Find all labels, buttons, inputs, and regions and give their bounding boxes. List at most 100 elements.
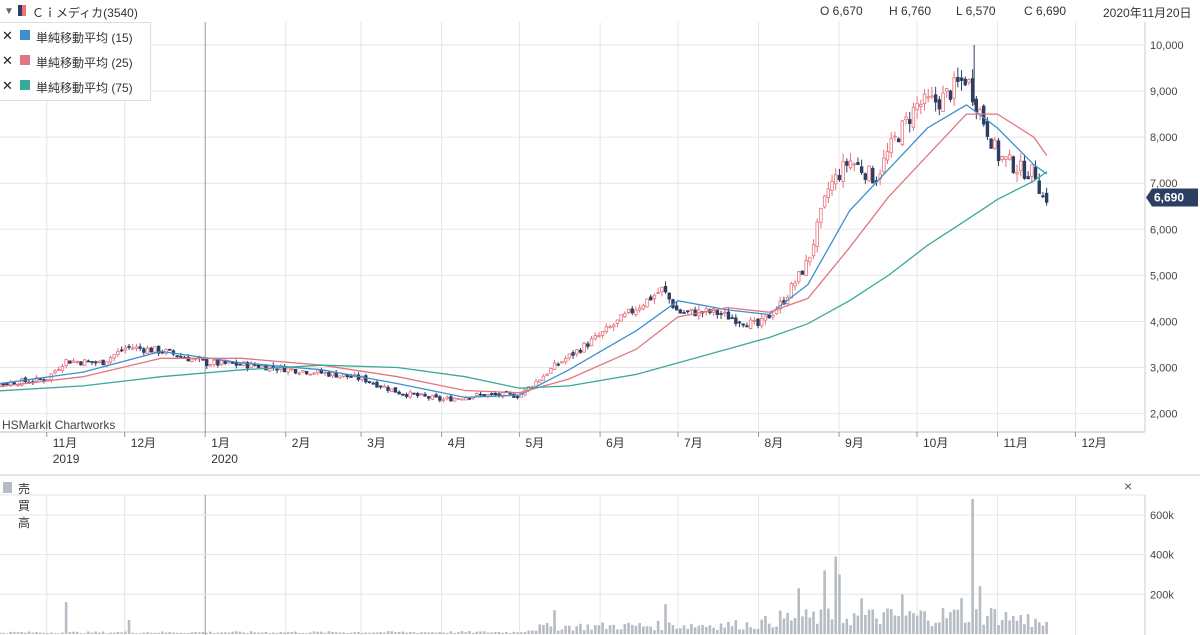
candle-body [896, 138, 901, 143]
candle-body [293, 368, 298, 374]
candle-body [175, 355, 179, 358]
ma-line-15 [0, 104, 1048, 399]
volume-bar [235, 631, 238, 634]
volume-bar [253, 632, 257, 634]
volume-bar [375, 632, 379, 634]
volume-bar [246, 632, 249, 634]
candle-body [908, 119, 912, 124]
candle-body [205, 359, 209, 366]
volume-bar [216, 632, 220, 634]
volume-bar [708, 625, 712, 634]
volume-bar [531, 630, 534, 634]
volume-bar [693, 627, 697, 634]
volume-bar [27, 631, 31, 634]
candle-body [138, 346, 142, 349]
volume-bar [338, 632, 342, 634]
candle-body [882, 157, 886, 173]
volume-bar [912, 613, 915, 634]
volume-bar [490, 632, 493, 634]
month-tick-label: 10月 [923, 436, 948, 450]
volume-bar [553, 610, 556, 634]
volume-bar [538, 624, 542, 634]
remove-sma25-close-icon[interactable]: ✕ [2, 53, 13, 68]
candle-body [541, 375, 546, 381]
candle-body [560, 361, 564, 364]
remove-sma15-close-icon[interactable]: ✕ [2, 28, 13, 43]
volume-bar [1004, 612, 1008, 634]
volume-bar [586, 624, 590, 634]
candle-body [360, 376, 364, 381]
candle-body [489, 393, 494, 395]
volume-bar [50, 632, 53, 634]
volume-bar [782, 618, 786, 634]
volume-bar [804, 609, 808, 634]
volume-bar [445, 632, 449, 634]
volume-bar [841, 622, 845, 634]
volume-bar [116, 632, 120, 634]
volume-bar [346, 632, 349, 634]
volume-close-icon[interactable]: × [1124, 478, 1133, 494]
candle-body [967, 79, 971, 83]
volume-bar [149, 632, 153, 634]
volume-bar [830, 619, 834, 634]
volume-bar [357, 632, 360, 634]
volume-bar [971, 498, 974, 634]
candle-body [367, 381, 372, 383]
volume-bar [671, 625, 675, 634]
volume-bar [31, 632, 35, 634]
volume-bar [305, 632, 308, 634]
volume-bar [427, 632, 431, 634]
volume-bar [597, 625, 601, 634]
candle-body [571, 352, 575, 356]
legend-label: 単純移動平均 (75) [36, 81, 133, 95]
candle-body [116, 350, 120, 356]
volume-bar [449, 631, 453, 634]
last-price-label: 6,690 [1154, 191, 1184, 205]
volume-bar [1008, 620, 1011, 634]
candle-body [427, 396, 431, 399]
volume-bar [875, 618, 878, 634]
candle-body [460, 398, 464, 401]
month-tick-label: 6月 [606, 436, 625, 450]
remove-sma75-close-icon[interactable]: ✕ [2, 78, 13, 93]
volume-bar [475, 631, 479, 634]
volume-bar [9, 631, 12, 634]
candle-body [597, 335, 601, 338]
candle-body [959, 77, 964, 81]
last-price-badge [1146, 188, 1198, 207]
volume-bar [420, 632, 423, 634]
volume-bar [649, 626, 653, 634]
watermark: HSMarkit Chartworks [2, 418, 116, 432]
volume-bar [209, 631, 212, 634]
volume-bar [408, 631, 412, 634]
volume-bar [975, 609, 978, 634]
volume-bar [608, 625, 612, 634]
candle-body [900, 120, 905, 145]
month-tick-label: 12月 [1081, 436, 1106, 450]
candle-body [649, 296, 653, 301]
candle-body [915, 102, 919, 111]
candle-body [723, 311, 727, 314]
symbol-name[interactable]: Ｃｉメディカ(3540) [32, 6, 138, 20]
candle-body [142, 348, 146, 353]
volume-bar [371, 632, 375, 634]
candle-body [245, 361, 250, 369]
candle-body [216, 359, 220, 366]
candle-body [615, 319, 620, 324]
volume-bar [5, 633, 9, 634]
candle-body [600, 331, 605, 336]
volume-bar [186, 633, 190, 634]
candle-body [945, 88, 949, 92]
volume-bar [534, 630, 538, 634]
volume-bar [179, 632, 183, 634]
volume-bar [416, 632, 419, 634]
candle-body [808, 256, 812, 263]
volume-bar [198, 632, 201, 634]
volume-bar [401, 631, 405, 634]
candle-body [71, 360, 76, 363]
volume-bar [423, 632, 427, 634]
open-value: O 6,670 [820, 4, 863, 18]
menu-chevron-down-icon[interactable]: ▼ [4, 6, 14, 17]
candle-body [438, 396, 442, 401]
candle-body [212, 359, 216, 365]
